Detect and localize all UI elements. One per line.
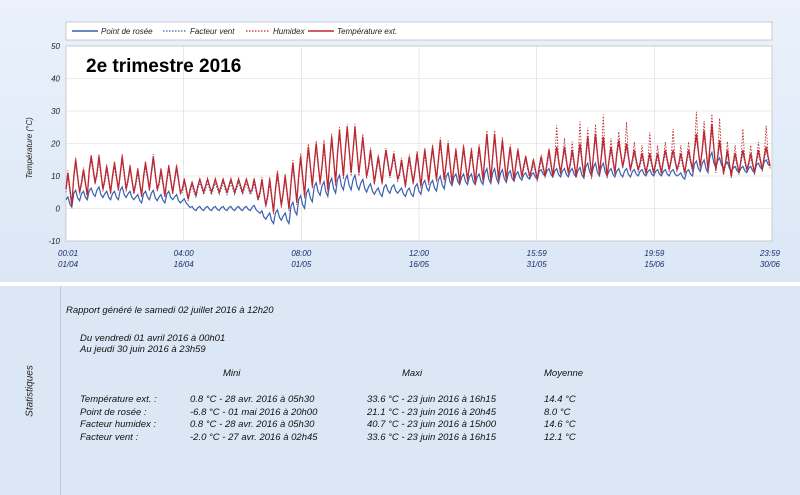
stats-cell-label: Facteur vent :	[80, 431, 139, 443]
stats-cell-min: -2.0 °C - 27 avr. 2016 à 02h45	[190, 431, 318, 443]
series-lines	[65, 111, 771, 226]
stats-cell-avg: 8.0 °C	[544, 406, 571, 418]
legend-label: Température ext.	[337, 27, 397, 36]
legend-item-temperature-ext[interactable]: Température ext.	[308, 27, 397, 36]
x-tick-date: 15/06	[644, 260, 665, 269]
stats-cell-avg: 12.1 °C	[544, 431, 576, 443]
stats-cell-max: 33.6 °C - 23 juin 2016 à 16h15	[367, 431, 496, 443]
legend-label: Point de rosée	[101, 27, 153, 36]
legend-item-point-de-rosee[interactable]: Point de rosée	[72, 27, 153, 36]
series-humidex	[65, 111, 771, 215]
x-tick-time: 08:00	[291, 249, 312, 258]
x-tick-date: 16/04	[174, 260, 195, 269]
y-tick-label: 20	[50, 140, 60, 149]
stats-cell-min: 0.8 °C - 28 avr. 2016 à 05h30	[190, 419, 315, 430]
y-axis-label: Température (°C)	[25, 117, 34, 179]
x-tick-date: 16/05	[409, 260, 430, 269]
x-tick-time: 04:00	[174, 249, 195, 258]
x-tick-date: 01/05	[291, 260, 312, 269]
x-tick-date: 01/04	[58, 260, 79, 269]
column-header-max: Maxi	[402, 368, 423, 379]
chart-title: 2e trimestre 2016	[86, 56, 241, 77]
column-header-avg: Moyenne	[544, 368, 584, 379]
stats-cell-max: 21.1 °C - 23 juin 2016 à 20h45	[367, 406, 496, 418]
legend-box	[65, 21, 773, 41]
x-tick-time: 19:59	[644, 249, 665, 258]
legend-item-facteur-vent[interactable]: Facteur vent	[163, 27, 235, 36]
stats-cell-label: Température ext. :	[80, 394, 157, 405]
report-generated-text: Rapport généré le samedi 02 juillet 2016…	[66, 305, 274, 316]
period-from-text: Du vendredi 01 avril 2016 à 00h01	[80, 333, 226, 344]
column-header-min: Mini	[223, 368, 241, 379]
legend-label: Facteur vent	[190, 27, 235, 36]
y-tick-label: 40	[51, 75, 60, 84]
grid-lines	[65, 45, 773, 242]
x-tick-time: 00:01	[58, 249, 78, 258]
chart-panel: 50 40 30 20 10 0 -10 00:01 01/04 04:00 16/04 08:00…	[0, 0, 800, 282]
statistics-side-label: Statistiques	[24, 365, 36, 417]
y-tick-label: 0	[56, 205, 61, 214]
x-axis-ticks: 00:01 01/04 04:00 16/04 08:00 01/05 12:00 16/05…	[58, 249, 781, 269]
temperature-chart: 50 40 30 20 10 0 -10 00:01 01/04 04:00 16/04 08:00…	[25, 21, 781, 269]
statistics-panel: Statistiques Rapport généré le samedi 02…	[0, 286, 800, 495]
y-tick-label: 10	[51, 172, 60, 181]
period-to-text: Au jeudi 30 juin 2016 à 23h59	[80, 344, 206, 355]
x-tick-date: 31/05	[527, 260, 548, 269]
x-tick-time: 23:59	[759, 249, 781, 258]
stats-cell-avg: 14.4 °C	[544, 394, 576, 405]
stats-cell-min: 0.8 °C - 28 avr. 2016 à 05h30	[190, 394, 315, 405]
stats-cell-avg: 14.6 °C	[544, 419, 576, 430]
stats-cell-min: -6.8 °C - 01 mai 2016 à 20h00	[190, 406, 318, 418]
legend-item-humidex[interactable]: Humidex	[246, 27, 306, 36]
x-tick-time: 15:59	[527, 249, 548, 258]
y-axis-ticks: 50 40 30 20 10 0 -10	[48, 42, 60, 246]
stats-cell-label: Point de rosée :	[80, 406, 147, 418]
x-tick-date: 30/06	[760, 260, 781, 269]
stats-cell-label: Facteur humidex :	[80, 419, 157, 430]
series-point-de-rosee	[65, 150, 771, 226]
y-tick-label: -10	[48, 237, 60, 246]
y-tick-label: 50	[51, 42, 60, 51]
statistics-sidebar: Statistiques	[0, 286, 61, 495]
stats-cell-max: 33.6 °C - 23 juin 2016 à 16h15	[367, 394, 496, 405]
y-tick-label: 30	[51, 107, 60, 116]
legend-label: Humidex	[273, 27, 306, 36]
x-tick-time: 12:00	[409, 249, 430, 258]
stats-cell-max: 40.7 °C - 23 juin 2016 à 15h00	[367, 419, 496, 430]
